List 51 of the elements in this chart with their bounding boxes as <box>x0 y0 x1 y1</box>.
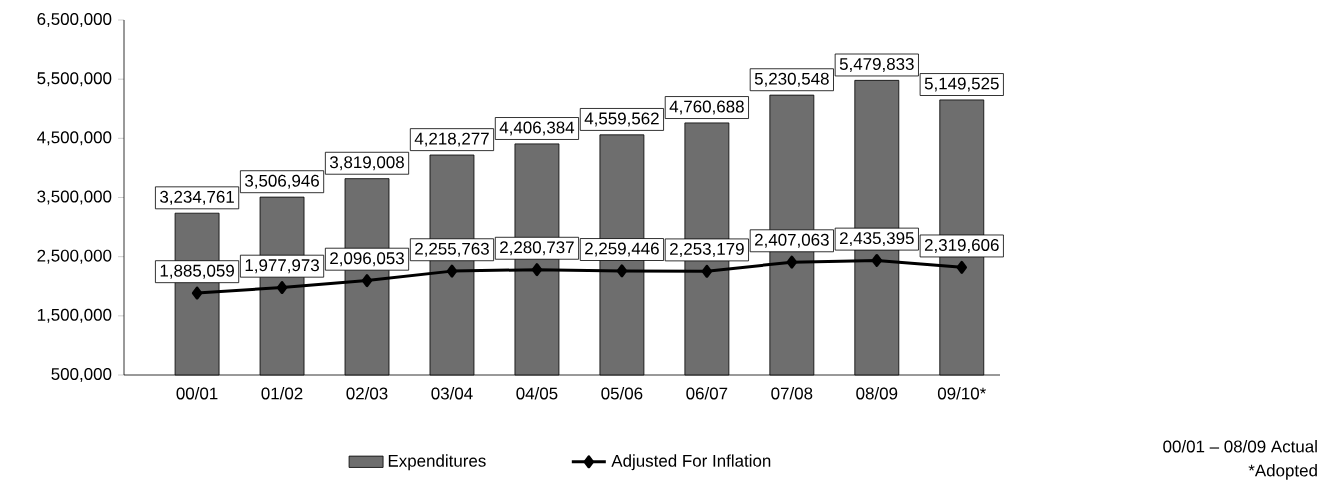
y-tick-label: 1,500,000 <box>37 308 112 323</box>
point <box>786 255 798 269</box>
data-label: 4,559,562 <box>584 112 659 127</box>
data-label: 4,218,277 <box>414 132 489 147</box>
data-label: 5,230,548 <box>754 72 829 87</box>
data-label: 2,259,446 <box>585 242 659 257</box>
text: *Adopted <box>1248 464 1317 480</box>
y-tick-label: 5,500,000 <box>37 72 112 87</box>
x-tick-label: 03/04 <box>431 387 473 400</box>
data-label: 2,253,179 <box>670 242 744 257</box>
data-label: 3,819,008 <box>329 156 404 171</box>
point <box>446 264 458 278</box>
y-tick-label: 2,500,000 <box>37 249 112 264</box>
x-tick-label: 06/07 <box>686 387 728 400</box>
x-tick-label: 08/09 <box>856 387 898 400</box>
x-tick-label: 05/06 <box>601 387 643 400</box>
point <box>871 254 883 267</box>
data-label: 2,255,763 <box>415 242 489 257</box>
legend-label: Expenditures <box>388 454 486 471</box>
data-label: 1,885,059 <box>160 264 234 279</box>
data-label: 4,760,688 <box>669 100 744 115</box>
y-tick-label: 3,500,000 <box>37 190 112 205</box>
y-tick-label: 6,500,000 <box>37 13 112 27</box>
text: 00/01 – 08/09 Actual <box>1163 440 1317 453</box>
x-tick-label: 04/05 <box>516 387 558 400</box>
data-label: 5,479,833 <box>839 58 914 72</box>
point <box>276 281 288 295</box>
y-tick-label: 500,000 <box>51 368 112 382</box>
x-tick-label: 01/02 <box>261 387 303 400</box>
data-label: 3,506,946 <box>245 174 319 189</box>
data-label: 3,234,761 <box>160 190 234 205</box>
x-tick-label: 02/03 <box>346 387 388 400</box>
point <box>361 274 373 288</box>
legend-label: Adjusted For Inflation <box>611 454 771 471</box>
x-tick-label: 00/01 <box>176 387 218 400</box>
point <box>531 263 543 277</box>
data-label: 5,149,525 <box>924 77 999 92</box>
y-tick-label: 4,500,000 <box>37 131 112 146</box>
x-tick-label: 07/08 <box>771 387 813 400</box>
point <box>956 260 968 274</box>
point <box>616 264 628 278</box>
data-label: 2,435,395 <box>839 232 914 247</box>
data-label: 2,096,053 <box>330 252 404 267</box>
x-tick-label: 09/10* <box>937 387 986 400</box>
data-label: 2,319,606 <box>924 238 999 253</box>
data-label: 2,407,063 <box>755 233 829 248</box>
data-label: 1,977,973 <box>245 259 319 274</box>
data-label: 4,406,384 <box>499 121 575 136</box>
point <box>701 264 713 278</box>
point <box>191 286 203 300</box>
data-label: 2,280,737 <box>500 241 574 256</box>
